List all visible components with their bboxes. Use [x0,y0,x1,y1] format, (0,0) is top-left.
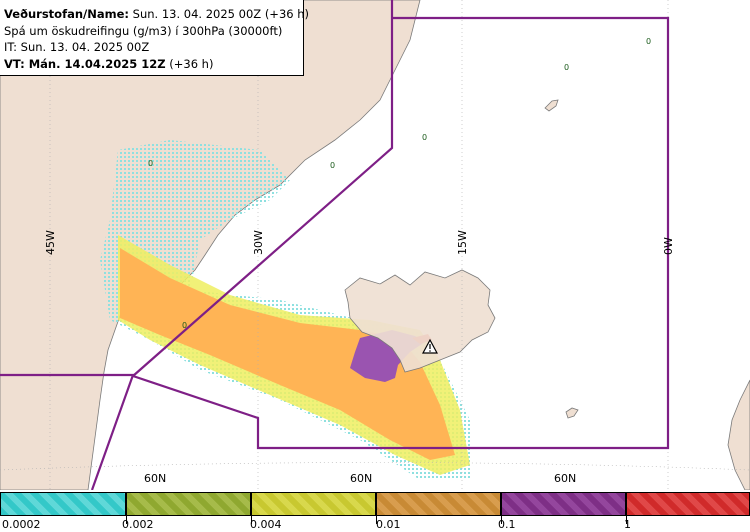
parallel-label-60n-2: 60N [350,472,372,485]
contour-label: 0 [148,159,153,168]
legend-swatch-red [626,492,750,516]
meridian-label-45w: 45W [44,230,57,255]
legend-swatch-purple [501,492,626,516]
parallel-label-60n-1: 60N [144,472,166,485]
fir-boundary-oceanic [132,16,670,450]
legend-tick-mark [501,516,502,524]
parallel-label-60n-3: 60N [554,472,576,485]
header-line-4-label: VT: Mán. 14.04.2025 12Z [4,56,166,71]
norway-coast [727,379,750,490]
fir-boundary-west [0,373,135,490]
contour-label: 0 [422,133,427,142]
meridian-label-30w: 30W [252,230,265,255]
legend-tick-label: 0.01 [376,518,401,531]
fir-boundary [0,0,670,490]
legend-swatch-cyan [0,492,126,516]
meridian-label-0w: 0W [662,237,675,255]
legend-tick-mark [626,516,627,524]
legend-tick-label: 0.002 [122,518,154,531]
contour-label: 0 [646,37,651,46]
legend-tick-mark [126,516,127,524]
meridian-label-15w: 15W [456,230,469,255]
faroe-islands [565,407,579,419]
iceland-landmass [344,269,496,373]
legend-tick-label: 0.0002 [2,518,41,531]
ash-cloud [100,140,470,480]
legend-tick-mark [376,516,377,524]
ash-orange-layer [120,248,455,460]
header-line-2: Spá um öskudreifingu (g/m3) í 300hPa (30… [4,23,283,38]
contour-label: 0 [564,63,569,72]
header-line-4-value: (+36 h) [169,56,214,71]
header-line-1: Veðurstofan/Name: Sun. 13. 04. 2025 00Z … [4,6,309,23]
contour-label: 0 [330,161,335,170]
header-line-1-label: Veðurstofan/Name: [4,7,129,21]
fir-boundary-reykjavik [132,0,394,377]
legend-swatch-orange [376,492,501,516]
header-line-1-value: Sun. 13. 04. 2025 00Z (+36 h) [132,7,310,21]
legend-tick-label: 1 [624,518,631,531]
legend-swatch-yellow [251,492,376,516]
header-line-4: VT: Mán. 14.04.2025 12Z (+36 h) [4,56,303,73]
ash-dispersion-map[interactable]: 45W 30W 15W 0W 60N 60N 60N 0 0 0 0 0 0 [0,0,750,490]
concentration-legend: 0.0002 0.002 0.004 0.01 0.1 1 [0,490,750,532]
legend-tick-label: 0.004 [250,518,282,531]
legend-tick-label: 0.1 [498,518,516,531]
header-line-3: IT: Sun. 13. 04. 2025 00Z [4,40,150,54]
legend-tick-mark [251,516,252,524]
legend-swatch-olive [126,492,251,516]
contour-label: 0 [182,321,187,330]
island-small [544,99,559,112]
warning-triangle-icon[interactable] [421,338,439,354]
forecast-info-box: Veðurstofan/Name: Sun. 13. 04. 2025 00Z … [0,0,309,76]
